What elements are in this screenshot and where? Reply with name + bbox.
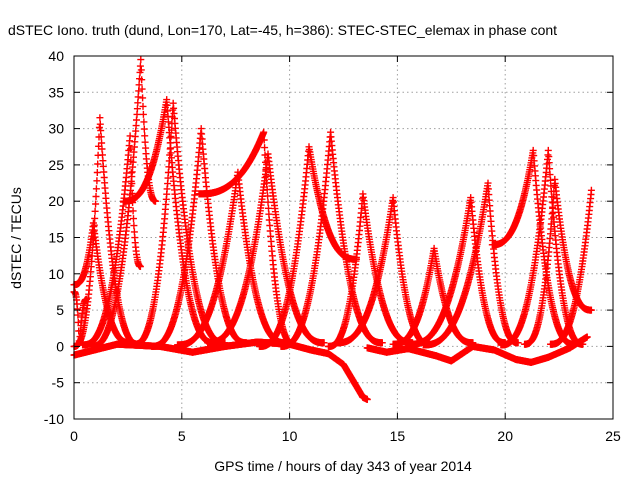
data-point <box>134 93 142 101</box>
data-point <box>130 215 137 223</box>
data-point <box>166 151 174 159</box>
data-point <box>260 128 268 136</box>
data-point <box>97 127 105 135</box>
data-point <box>165 157 173 165</box>
data-point <box>140 118 148 126</box>
data-point <box>97 133 105 141</box>
data-point <box>544 146 552 154</box>
data-point <box>91 214 99 222</box>
data-point <box>92 185 100 193</box>
data-point <box>167 133 175 140</box>
chart-title: dSTEC Iono. truth (dund, Lon=170, Lat=-4… <box>8 22 557 38</box>
data-point <box>98 145 106 153</box>
data-point <box>92 200 100 208</box>
data-point <box>96 120 104 128</box>
data-point <box>260 136 268 144</box>
data-point <box>141 132 149 140</box>
data-point <box>93 169 101 176</box>
data-points <box>71 56 595 403</box>
data-point <box>95 124 103 131</box>
data-point <box>133 105 141 113</box>
data-point <box>168 126 175 134</box>
data-point <box>137 66 145 74</box>
data-point <box>98 139 106 147</box>
data-point <box>74 311 82 319</box>
data-point <box>264 198 272 206</box>
data-point <box>141 138 149 146</box>
data-point <box>137 56 145 64</box>
data-point <box>167 139 175 147</box>
data-point <box>92 193 100 200</box>
data-point <box>127 145 134 153</box>
data-point <box>96 114 104 122</box>
data-point <box>139 94 147 102</box>
data-point <box>152 197 159 205</box>
data-point <box>165 163 173 171</box>
data-point <box>140 125 148 133</box>
data-point <box>265 204 272 212</box>
data-point <box>129 207 137 215</box>
data-point <box>94 160 102 168</box>
data-point <box>138 85 146 93</box>
data-point <box>135 81 143 89</box>
data-point <box>138 76 146 84</box>
data-point <box>261 144 269 152</box>
data-point <box>136 62 144 70</box>
data-point <box>166 145 174 153</box>
data-point <box>139 110 147 118</box>
data-point <box>139 102 147 110</box>
data-point <box>91 207 99 215</box>
data-point <box>134 99 142 107</box>
data-point <box>73 305 81 313</box>
data-point <box>93 177 101 185</box>
data-point <box>136 263 144 270</box>
data-point <box>130 222 138 230</box>
data-point <box>587 186 595 194</box>
